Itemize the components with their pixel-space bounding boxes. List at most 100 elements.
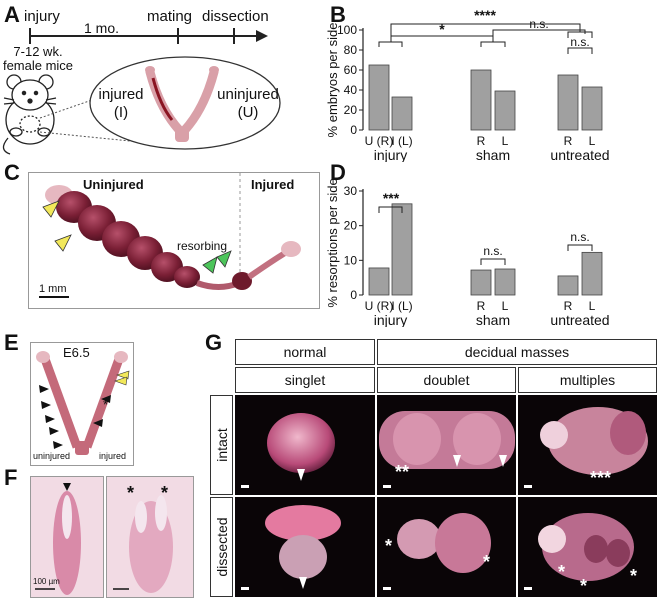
- uterine-horn-injured: [232, 241, 301, 290]
- asterisk-e: *: [103, 397, 109, 412]
- group-label-2: untreated: [550, 312, 609, 327]
- asterisk-f-1: *: [127, 483, 135, 503]
- bar-4: [557, 74, 579, 131]
- sig-bracket-1: [390, 23, 593, 38]
- histology-f-right: * *: [106, 476, 194, 598]
- sig-label-0: *: [439, 21, 445, 37]
- g-intact-singlet: [235, 395, 375, 495]
- sig-label-2: n.s.: [529, 17, 548, 31]
- stars-g3: ***: [590, 468, 612, 488]
- x-tick-label-0: U (R): [365, 299, 394, 313]
- y-tick-label-5: 100: [337, 23, 357, 37]
- arrowhead-yellow-e2: [114, 376, 128, 386]
- sig-bracket-0: [378, 35, 506, 47]
- x-tick-label-1: I (L): [391, 299, 412, 313]
- sig-bracket-1: [480, 258, 506, 265]
- timeline-label-dissection: dissection: [202, 8, 269, 25]
- uterus-photo-c: [39, 173, 301, 298]
- g-dissected-multiples: * * *: [518, 497, 657, 597]
- g-dissected-singlet: [235, 497, 375, 597]
- timeline-label-interval: 1 mo.: [84, 20, 120, 36]
- arrowhead-green-2: [216, 250, 232, 268]
- x-tick-label-3: L: [502, 299, 509, 313]
- chart-b: 0 20 40 60 80 100% embryos per side U (R)I (L)…: [325, 7, 610, 162]
- sig-label-3: n.s.: [570, 35, 589, 49]
- arrowhead-yellow-e1: [116, 370, 130, 380]
- uninjured-heading: Uninjured: [83, 177, 144, 192]
- x-tick-label-1: I (L): [391, 134, 412, 148]
- asterisk-f-2: *: [161, 483, 169, 503]
- uninjured-abbrev: (U): [237, 104, 259, 121]
- bar-3: [494, 90, 516, 131]
- g-intact-multiples: ***: [518, 395, 657, 495]
- y-tick-label-2: 20: [344, 219, 358, 233]
- bar-5: [581, 251, 603, 296]
- group-label-1: sham: [476, 147, 510, 162]
- uterus-ellipse: [89, 56, 281, 150]
- uterus-photo-e: [36, 351, 130, 455]
- injured-heading: Injured: [251, 177, 295, 192]
- y-tick-label-1: 10: [344, 253, 358, 267]
- scale-bar-g4: [241, 587, 249, 590]
- x-tick-label-2: R: [477, 299, 486, 313]
- star-g5b: *: [483, 552, 491, 572]
- sig-bracket-2: [567, 244, 593, 251]
- histology-f-left: 100 µm: [30, 476, 104, 598]
- decidua-intact-singlet: [267, 413, 335, 473]
- scale-bar-g6: [524, 587, 532, 590]
- y-tick-label-1: 20: [344, 103, 358, 117]
- sig-label-1: ****: [474, 7, 496, 23]
- bar-2: [470, 269, 492, 296]
- star-g6c: *: [630, 566, 638, 586]
- arrowhead-yellow-1: [42, 200, 60, 218]
- y-tick-label-3: 30: [344, 184, 358, 198]
- sig-bracket-2: [492, 29, 586, 36]
- bar-0: [368, 267, 390, 296]
- x-tick-label-2: R: [477, 134, 486, 148]
- star-g6b: *: [580, 576, 588, 596]
- header-decidual-masses: decidual masses: [377, 339, 657, 365]
- uninjured-label: uninjured: [217, 86, 279, 103]
- scale-bar-g3: [524, 485, 532, 488]
- stars-g2: **: [395, 462, 410, 482]
- scale-bar-g2: [383, 485, 391, 488]
- sig-label-0: ***: [383, 190, 400, 206]
- injured-abbrev: (I): [113, 104, 129, 121]
- x-tick-label-0: U (R): [365, 134, 394, 148]
- sig-bracket-0: [378, 206, 403, 213]
- arrowheads-black: [39, 385, 111, 449]
- stage-label: E6.5: [63, 345, 90, 360]
- bar-1: [391, 203, 413, 296]
- panel-label-d: D: [330, 160, 346, 185]
- arrowhead-green-1: [202, 256, 218, 274]
- group-label-2: untreated: [550, 147, 609, 162]
- panel-label-e: E: [4, 330, 19, 355]
- photo-c: Uninjured Injured resorbing 1 mm: [28, 172, 320, 309]
- x-tick-label-4: R: [564, 299, 573, 313]
- arrowhead-g2a: [453, 455, 461, 467]
- connector-top: [39, 99, 93, 119]
- tissue-dissected-doublet-b: [435, 513, 491, 573]
- header-multiples: multiples: [518, 367, 657, 393]
- y-tick-label-3: 60: [344, 63, 358, 77]
- y-axis-label: % embryos per side: [325, 23, 340, 138]
- y-tick-label-0: 0: [350, 288, 357, 302]
- sig-label-1: n.s.: [483, 244, 502, 258]
- histology-f-left-image: [35, 483, 81, 595]
- bar-4: [557, 275, 579, 296]
- injured-label-e: injured: [99, 451, 127, 461]
- sig-label-2: n.s.: [570, 230, 589, 244]
- mice-sex-label: female mice: [2, 58, 74, 73]
- scale-label-f: 100 µm: [33, 577, 60, 586]
- row-label-dissected: dissected: [210, 497, 233, 597]
- timeline-arrowhead: [256, 30, 268, 42]
- y-tick-label-4: 80: [344, 43, 358, 57]
- injured-label: injured: [98, 86, 144, 103]
- mouse-illustration: [2, 74, 57, 155]
- x-tick-label-5: L: [589, 299, 596, 313]
- arrowhead-g2b: [499, 455, 507, 467]
- uninjured-label-e: uninjured: [33, 451, 71, 461]
- uterus-illustration: [145, 66, 219, 142]
- tissue-dissected-doublet-a: [397, 519, 441, 559]
- panel-label-g: G: [205, 330, 223, 355]
